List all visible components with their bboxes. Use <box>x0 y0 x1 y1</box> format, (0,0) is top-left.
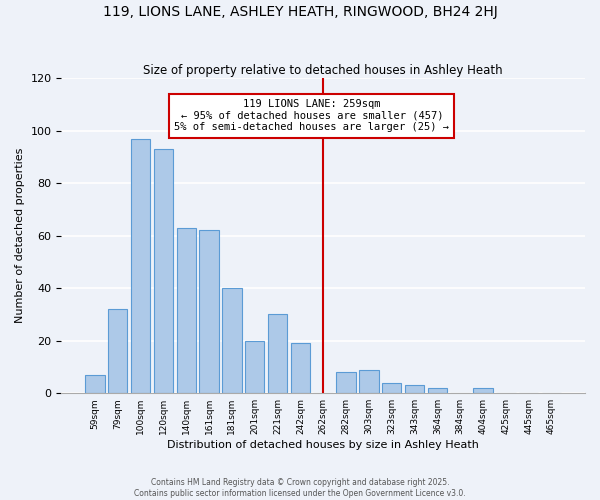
Title: Size of property relative to detached houses in Ashley Heath: Size of property relative to detached ho… <box>143 64 503 77</box>
Bar <box>473 388 493 393</box>
Bar <box>108 309 127 393</box>
Bar <box>131 138 150 393</box>
Bar <box>154 149 173 393</box>
Bar <box>382 382 401 393</box>
Y-axis label: Number of detached properties: Number of detached properties <box>15 148 25 324</box>
Bar <box>245 340 265 393</box>
Bar <box>359 370 379 393</box>
Text: 119, LIONS LANE, ASHLEY HEATH, RINGWOOD, BH24 2HJ: 119, LIONS LANE, ASHLEY HEATH, RINGWOOD,… <box>103 5 497 19</box>
Bar <box>268 314 287 393</box>
Bar <box>176 228 196 393</box>
X-axis label: Distribution of detached houses by size in Ashley Heath: Distribution of detached houses by size … <box>167 440 479 450</box>
Bar <box>199 230 219 393</box>
Bar <box>428 388 447 393</box>
Bar <box>337 372 356 393</box>
Text: Contains HM Land Registry data © Crown copyright and database right 2025.
Contai: Contains HM Land Registry data © Crown c… <box>134 478 466 498</box>
Bar <box>85 375 104 393</box>
Bar <box>222 288 242 393</box>
Bar <box>290 344 310 393</box>
Bar <box>405 386 424 393</box>
Text: 119 LIONS LANE: 259sqm
← 95% of detached houses are smaller (457)
5% of semi-det: 119 LIONS LANE: 259sqm ← 95% of detached… <box>174 99 449 132</box>
